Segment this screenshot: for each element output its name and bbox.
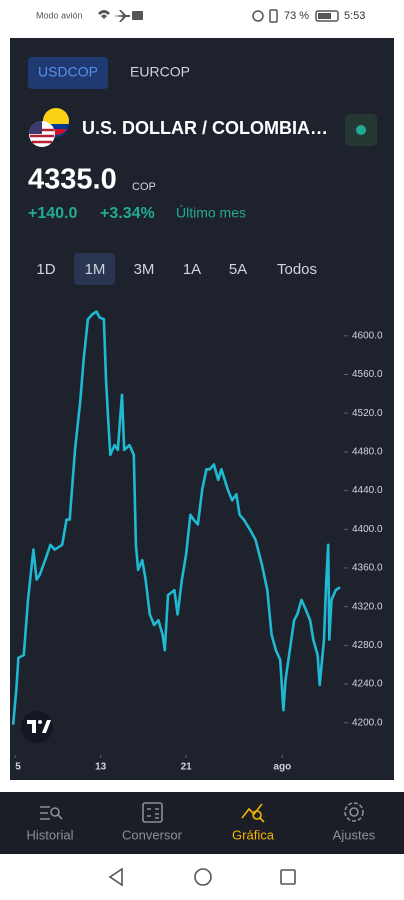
period-button[interactable]: 1D — [36, 261, 55, 278]
y-tick-label: 4280.0 — [352, 640, 383, 651]
home-button[interactable] — [194, 868, 212, 886]
y-tick-label: 4200.0 — [352, 717, 383, 728]
price: 4335.0 — [28, 164, 117, 196]
y-tick-label: 4480.0 — [352, 447, 383, 458]
bottom-nav — [0, 792, 404, 854]
status-mode: Modo avión — [36, 10, 83, 20]
nav-label[interactable]: Conversor — [122, 827, 183, 842]
nav-label[interactable]: Gráfica — [232, 827, 275, 842]
change: +140.0 — [28, 205, 77, 222]
period-label: Último mes — [176, 205, 246, 221]
y-tick-label: 4560.0 — [352, 369, 383, 380]
nav-label[interactable]: Historial — [27, 827, 74, 842]
market-dot — [356, 125, 366, 135]
x-tick-label: 5 — [15, 762, 21, 773]
x-tick-label: 21 — [181, 762, 193, 773]
change-pct: +3.34% — [100, 205, 155, 222]
tab-active[interactable] — [28, 57, 108, 89]
x-tick-label: ago — [273, 762, 291, 773]
period-button[interactable]: 1M — [85, 261, 106, 278]
status-bar — [0, 0, 404, 32]
period-button[interactable]: Todos — [277, 261, 317, 278]
status-icons — [98, 9, 339, 23]
period-button[interactable]: 3M — [134, 261, 155, 278]
y-tick-label: 4240.0 — [352, 679, 383, 690]
tab[interactable]: USDCOP — [38, 64, 98, 80]
flags — [29, 108, 69, 147]
nav-icons — [40, 802, 364, 823]
period-active[interactable] — [74, 253, 115, 285]
y-tick-label: 4600.0 — [352, 330, 383, 341]
y-tick-label: 4520.0 — [352, 408, 383, 419]
tv-logo — [21, 711, 53, 743]
symbol-title: U.S. DOLLAR / COLOMBIA… — [82, 118, 328, 138]
back-button[interactable] — [108, 867, 123, 887]
price-line — [11, 310, 341, 725]
nav-label[interactable]: Ajustes — [333, 827, 376, 842]
y-tick-label: 4320.0 — [352, 601, 383, 612]
x-tick-label: 13 — [95, 762, 107, 773]
y-tick-label: 4440.0 — [352, 485, 383, 496]
status-time: 5:53 — [344, 10, 365, 22]
card — [10, 38, 394, 780]
period-button[interactable]: 1A — [183, 261, 201, 278]
currency: COP — [132, 181, 156, 193]
status-battery: 73 % — [284, 10, 309, 22]
system-nav — [0, 854, 404, 900]
recents-button[interactable] — [280, 869, 296, 885]
tab[interactable]: EURCOP — [130, 64, 190, 80]
y-tick-label: 4400.0 — [352, 524, 383, 535]
period-button[interactable]: 5A — [229, 261, 247, 278]
y-tick-label: 4360.0 — [352, 563, 383, 574]
